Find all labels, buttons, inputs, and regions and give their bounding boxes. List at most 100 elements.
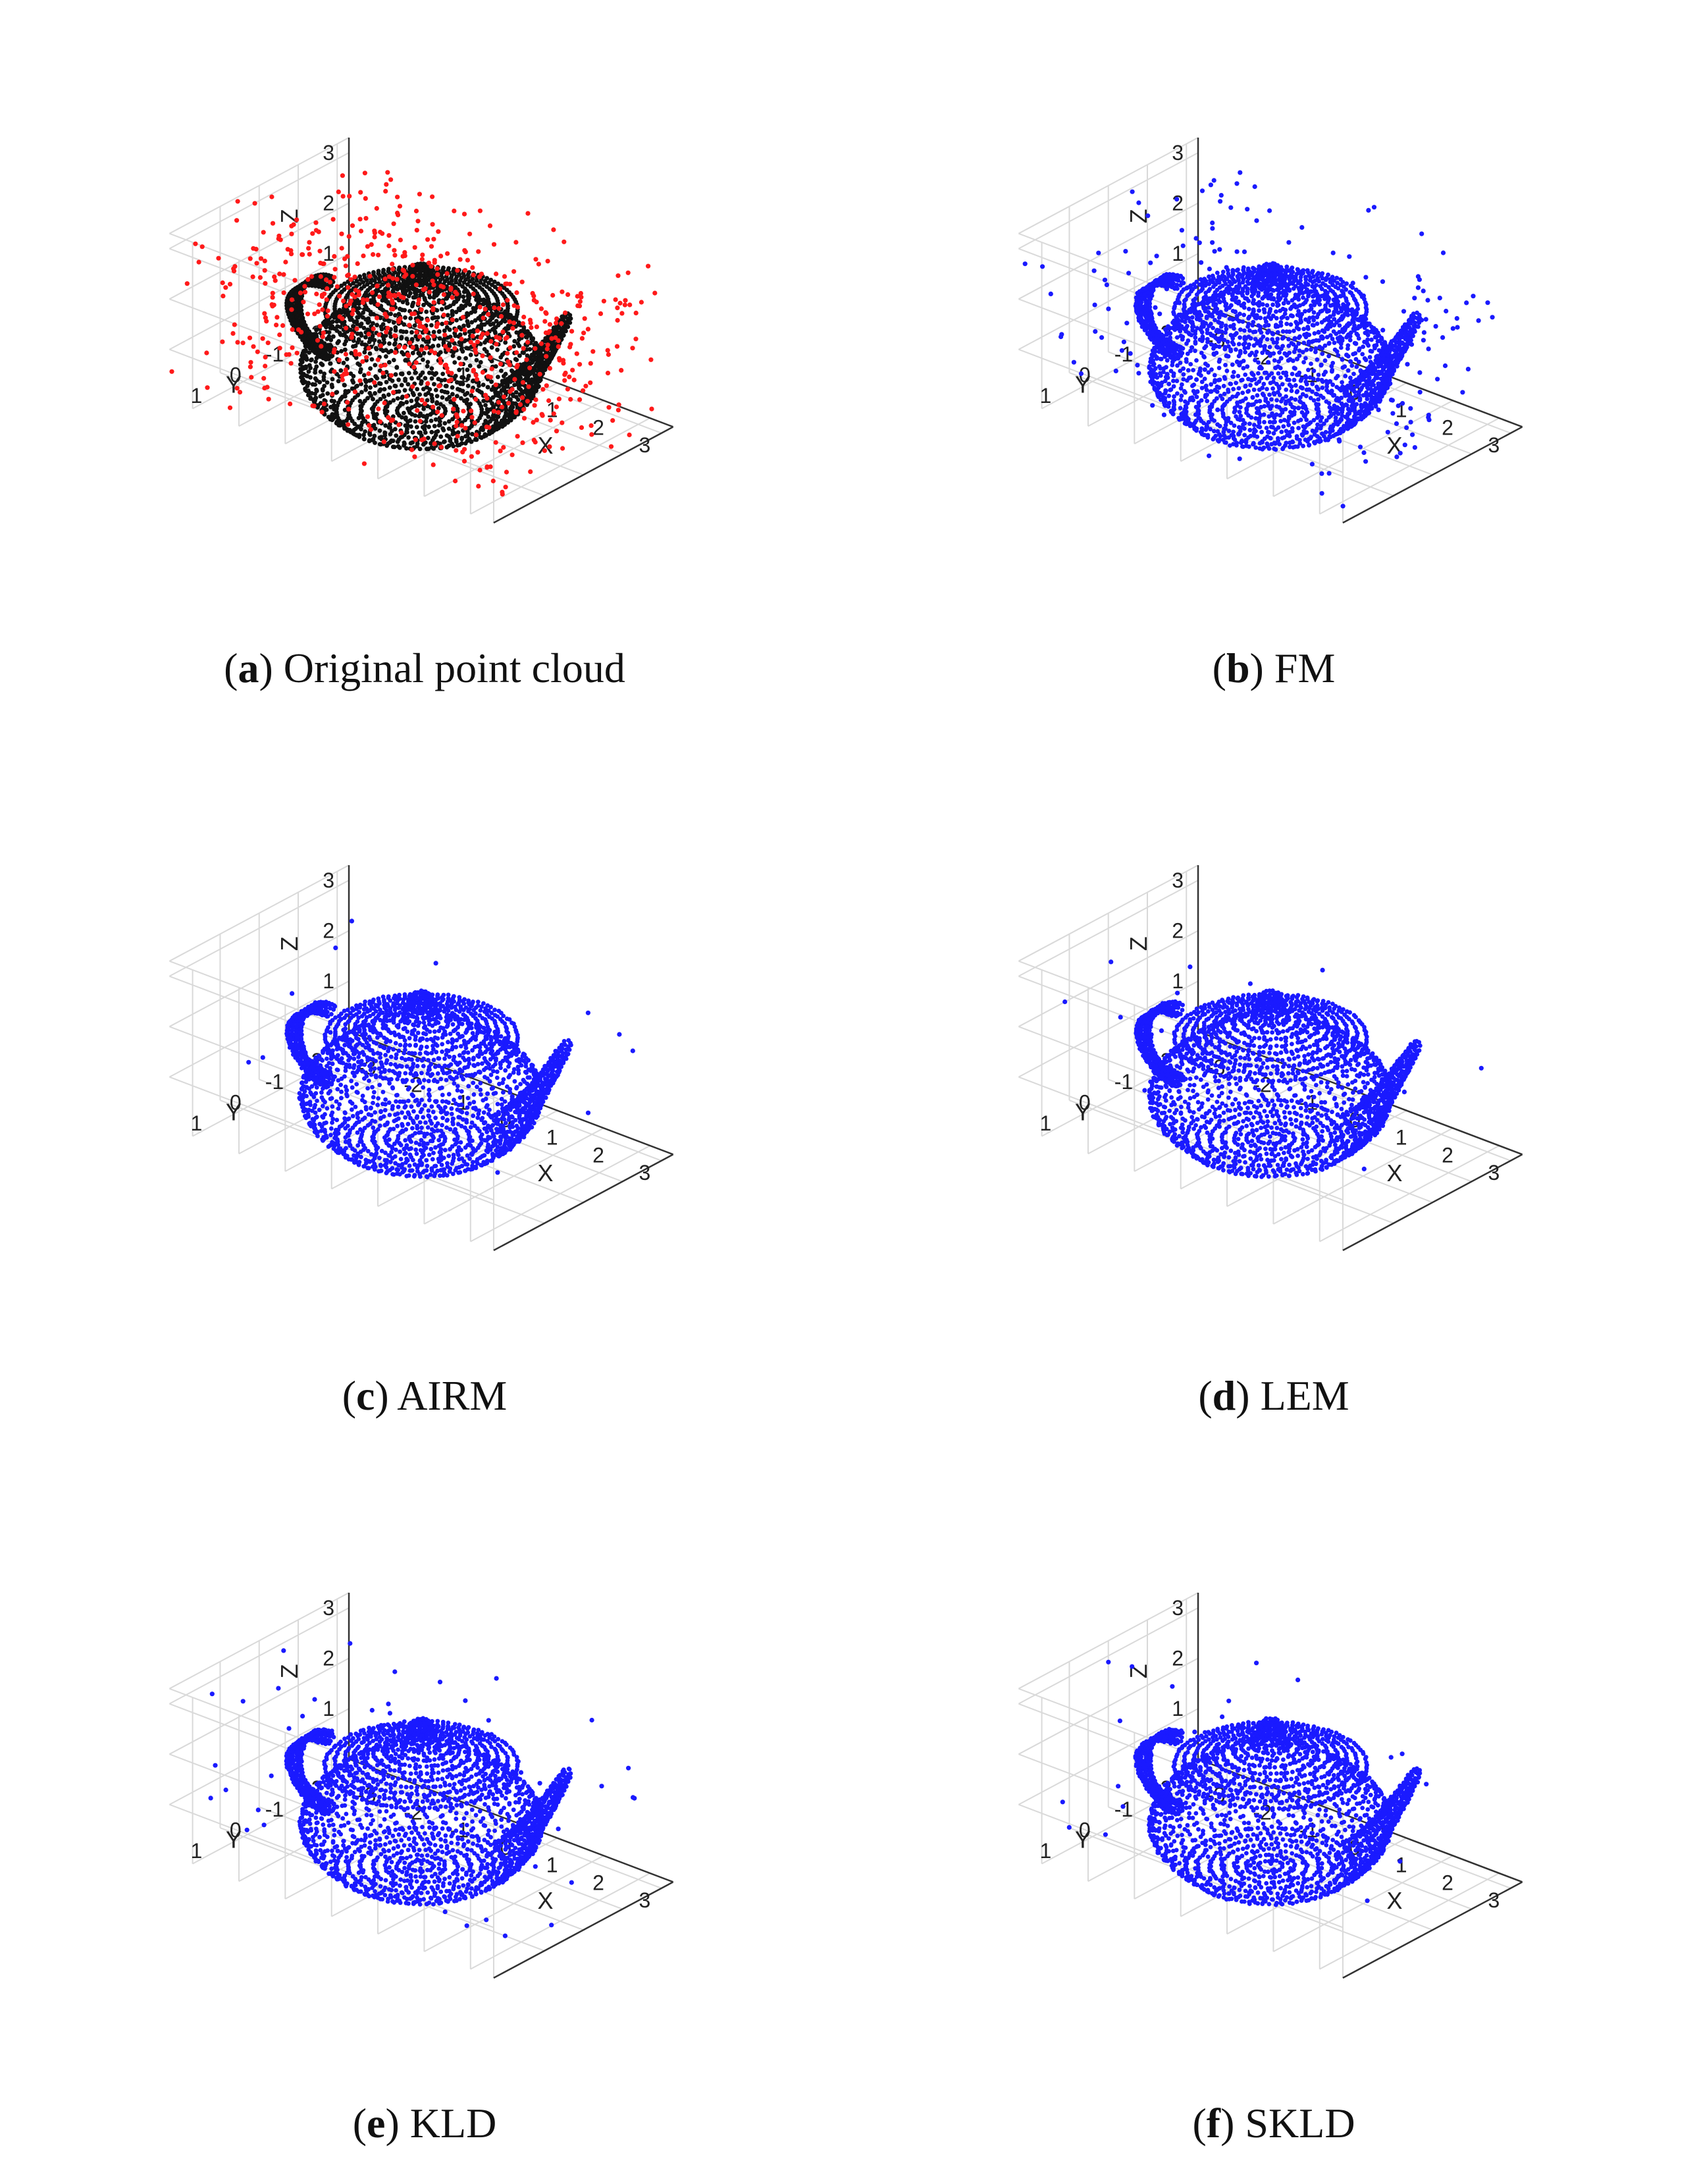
point bbox=[396, 389, 402, 394]
point bbox=[461, 294, 466, 300]
point bbox=[396, 422, 402, 427]
point bbox=[1274, 340, 1279, 345]
point bbox=[251, 344, 256, 349]
x-tick-label: 3 bbox=[1488, 433, 1500, 457]
point bbox=[423, 346, 429, 351]
point bbox=[429, 366, 434, 371]
point bbox=[1155, 381, 1161, 386]
point bbox=[508, 397, 513, 402]
point bbox=[289, 223, 294, 228]
point bbox=[568, 342, 573, 347]
point bbox=[419, 381, 423, 386]
point bbox=[450, 338, 455, 343]
point bbox=[382, 400, 387, 406]
point bbox=[362, 273, 367, 277]
point bbox=[565, 386, 571, 392]
point bbox=[1180, 318, 1184, 323]
point bbox=[413, 208, 419, 214]
point bbox=[344, 304, 349, 309]
point bbox=[482, 347, 487, 352]
point bbox=[371, 396, 375, 402]
point bbox=[538, 364, 542, 369]
point bbox=[556, 338, 561, 343]
point bbox=[1180, 334, 1186, 340]
point bbox=[1340, 357, 1345, 362]
point bbox=[521, 415, 527, 421]
point bbox=[309, 336, 314, 342]
point bbox=[394, 284, 399, 288]
point bbox=[568, 316, 573, 321]
point bbox=[446, 266, 451, 271]
point bbox=[440, 284, 446, 290]
point bbox=[502, 415, 507, 420]
point bbox=[285, 247, 290, 252]
point bbox=[375, 323, 379, 328]
point bbox=[543, 310, 548, 315]
point bbox=[1186, 368, 1191, 373]
point bbox=[513, 373, 519, 378]
point bbox=[442, 328, 447, 333]
point bbox=[1296, 372, 1301, 377]
point bbox=[500, 352, 505, 358]
point bbox=[481, 297, 486, 302]
point bbox=[294, 300, 298, 305]
point bbox=[1242, 313, 1247, 317]
point bbox=[352, 389, 358, 394]
point bbox=[396, 212, 401, 217]
point bbox=[409, 330, 414, 335]
point bbox=[248, 360, 253, 365]
point bbox=[413, 404, 418, 409]
point bbox=[540, 360, 545, 365]
point bbox=[1217, 432, 1222, 437]
point bbox=[519, 329, 523, 334]
point bbox=[1166, 393, 1172, 398]
point bbox=[442, 439, 446, 444]
point bbox=[470, 333, 475, 338]
point bbox=[480, 353, 485, 359]
point bbox=[435, 291, 440, 296]
point bbox=[1216, 385, 1222, 390]
point bbox=[274, 315, 280, 320]
point bbox=[1304, 387, 1309, 392]
point bbox=[1279, 429, 1284, 435]
point bbox=[463, 268, 468, 273]
point bbox=[479, 435, 484, 440]
point bbox=[485, 385, 490, 390]
point bbox=[585, 327, 591, 332]
point bbox=[1246, 388, 1251, 394]
point bbox=[1290, 429, 1295, 434]
point bbox=[377, 419, 383, 425]
point bbox=[448, 304, 453, 308]
point bbox=[399, 430, 404, 435]
point bbox=[544, 354, 549, 359]
point bbox=[481, 315, 486, 321]
point bbox=[1269, 397, 1274, 402]
point bbox=[454, 327, 459, 333]
point bbox=[423, 419, 429, 424]
point bbox=[415, 318, 421, 323]
point bbox=[453, 373, 458, 379]
point bbox=[404, 394, 409, 399]
point bbox=[471, 280, 476, 286]
point bbox=[196, 259, 201, 265]
point bbox=[317, 248, 323, 253]
point bbox=[432, 423, 437, 429]
point bbox=[1246, 321, 1251, 327]
point bbox=[248, 364, 253, 369]
point bbox=[494, 334, 499, 340]
point bbox=[355, 340, 360, 345]
point bbox=[459, 396, 463, 401]
point bbox=[351, 344, 355, 349]
point bbox=[415, 278, 421, 282]
point bbox=[1315, 415, 1320, 420]
point bbox=[1243, 396, 1248, 401]
point bbox=[482, 322, 487, 327]
point bbox=[417, 413, 422, 419]
point bbox=[560, 446, 565, 451]
point bbox=[1317, 302, 1322, 307]
point bbox=[1150, 382, 1155, 386]
point bbox=[450, 354, 456, 358]
point bbox=[1236, 425, 1242, 430]
point bbox=[441, 265, 446, 270]
point bbox=[1222, 391, 1227, 396]
